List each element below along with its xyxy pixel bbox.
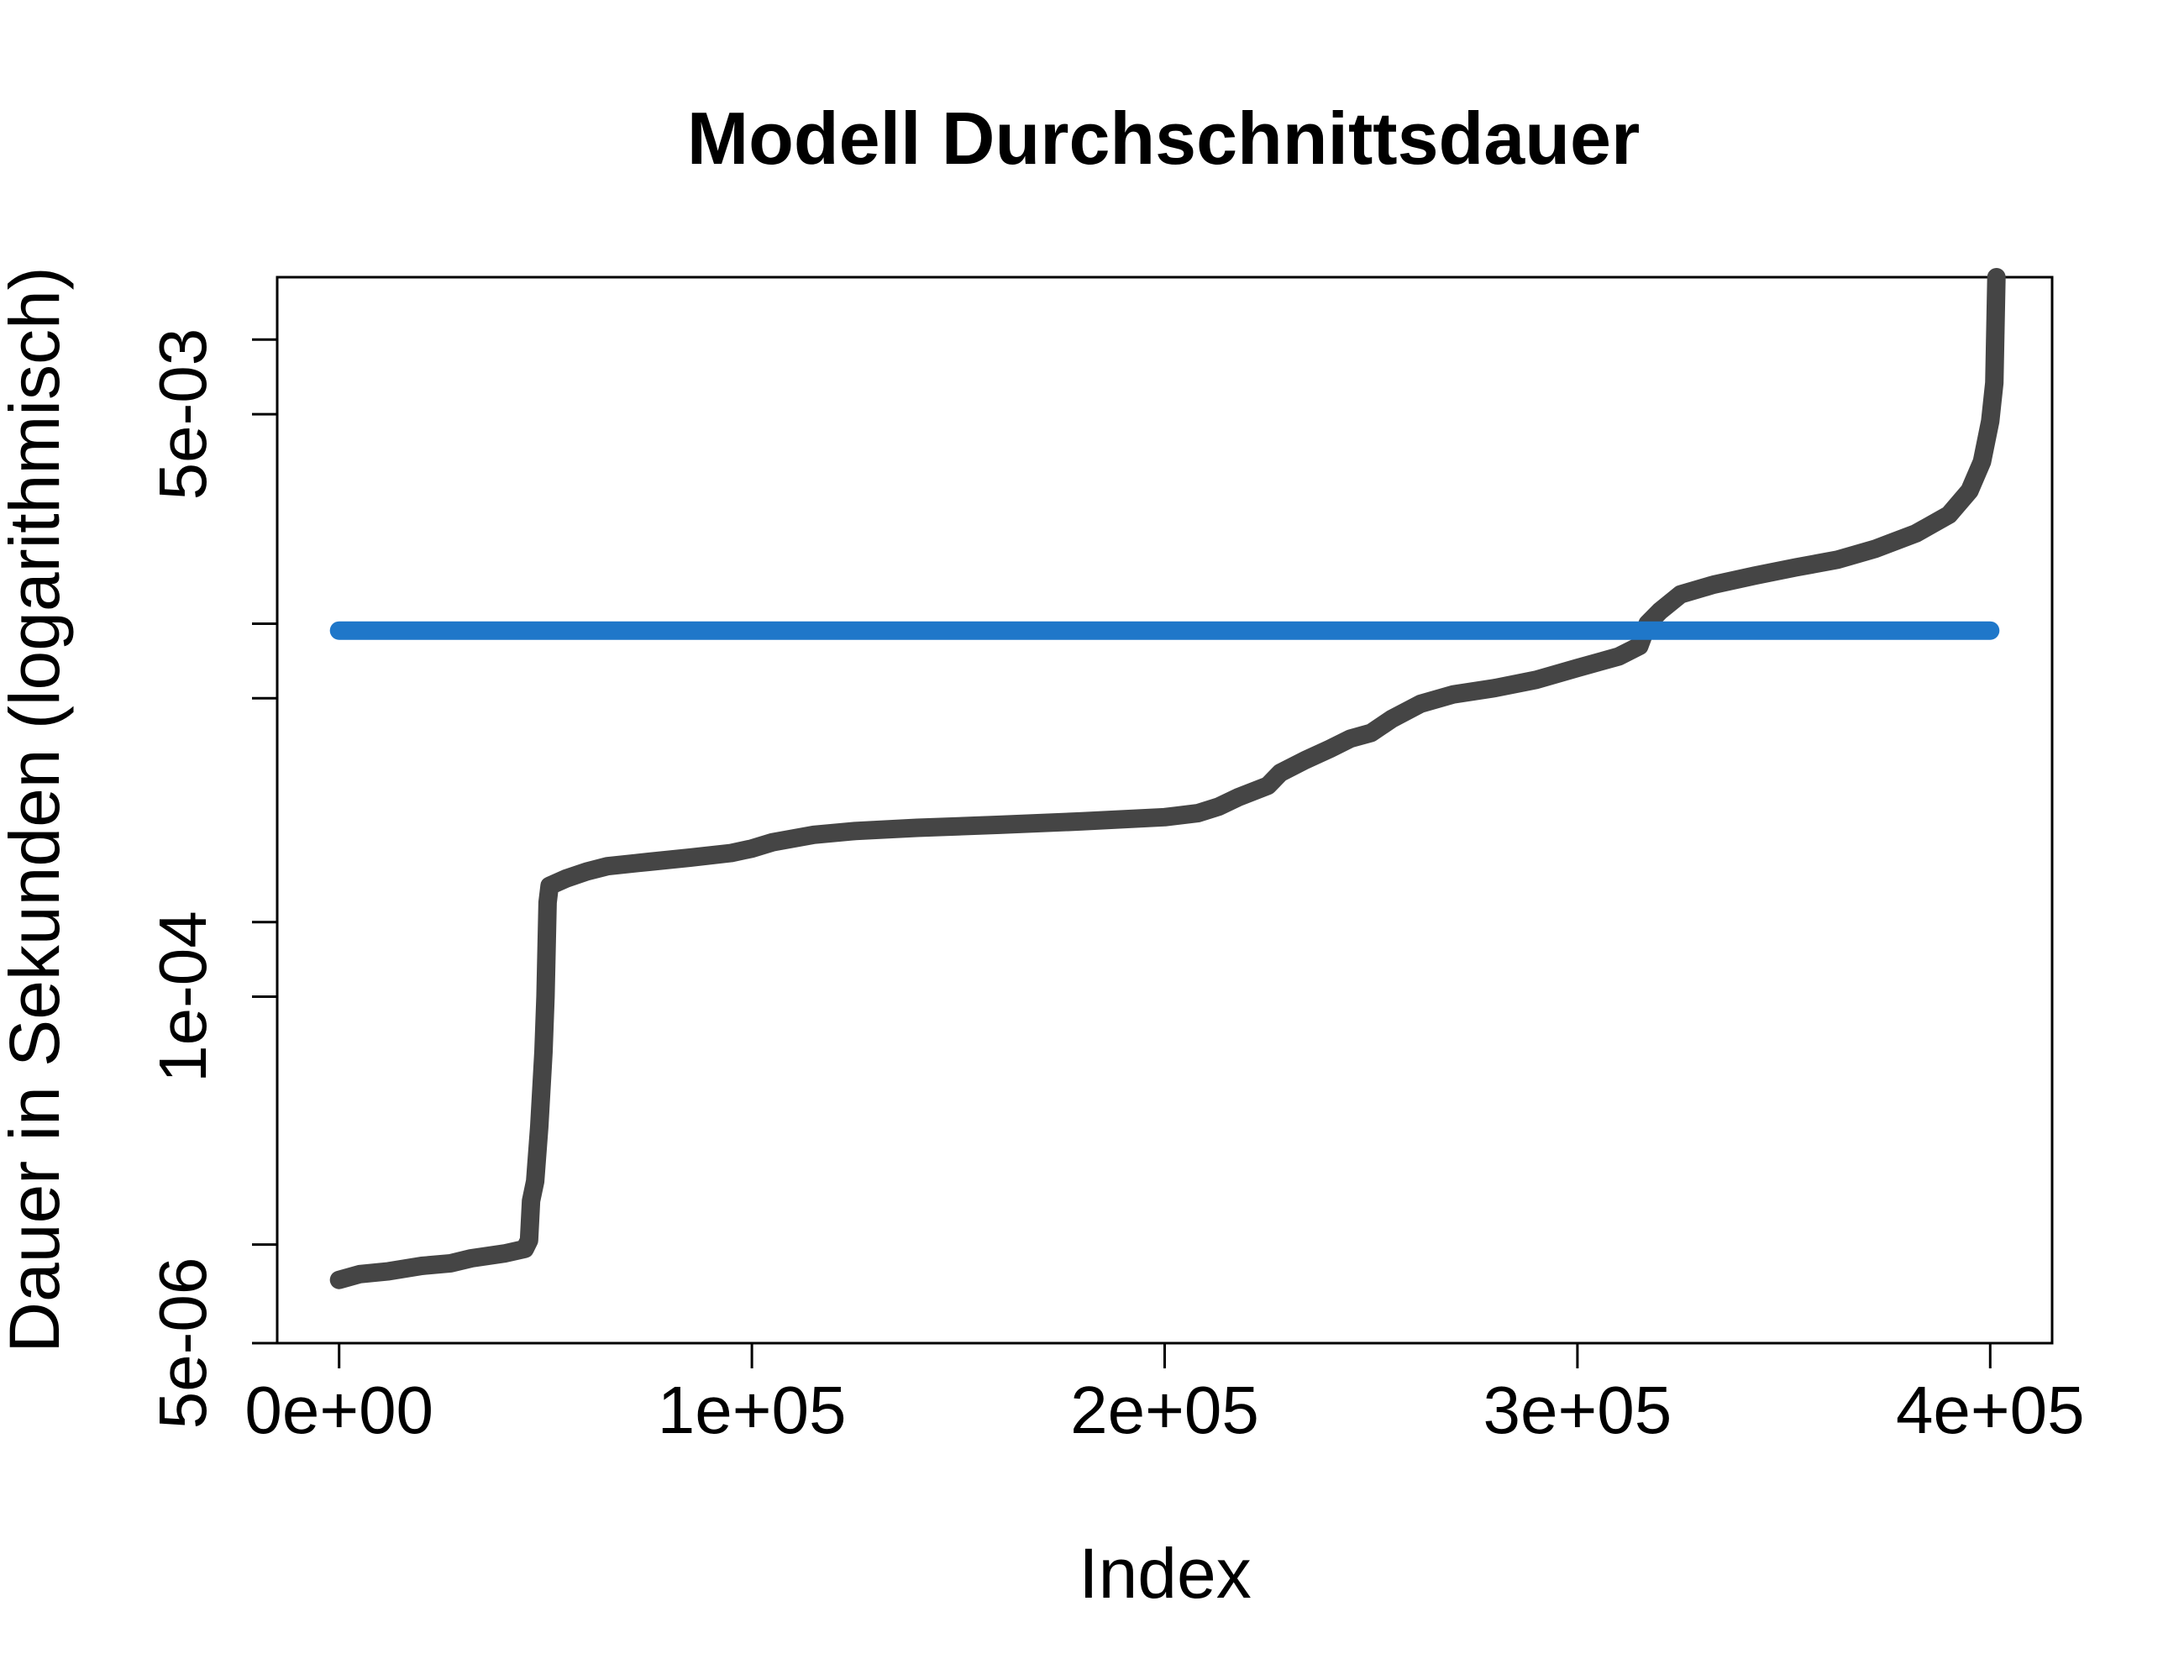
series-layer xyxy=(329,268,2006,1289)
y-axis-label: Dauer in Sekunden (logarithmisch) xyxy=(0,266,74,1352)
x-tick-label-2: 2e+05 xyxy=(1070,1373,1259,1447)
y-axis: 5e-06 1e-04 5e-03 xyxy=(145,328,277,1429)
x-tick-label-0: 0e+00 xyxy=(244,1373,433,1447)
y-tick-label-6: 5e-03 xyxy=(145,328,220,501)
x-tick-label-3: 3e+05 xyxy=(1483,1373,1672,1447)
chart-title: Modell Durchschnittsdauer xyxy=(687,97,1640,180)
y-tick-label-2: 1e-04 xyxy=(145,911,220,1083)
x-axis-label: Index xyxy=(1079,1534,1252,1613)
y-tick-label-0: 5e-06 xyxy=(145,1257,220,1430)
x-tick-label-4: 4e+05 xyxy=(1896,1373,2085,1447)
x-axis: 0e+00 1e+05 2e+05 3e+05 4e+05 xyxy=(244,1343,2085,1447)
series-line-0 xyxy=(329,268,2006,1289)
x-tick-label-1: 1e+05 xyxy=(658,1373,847,1447)
